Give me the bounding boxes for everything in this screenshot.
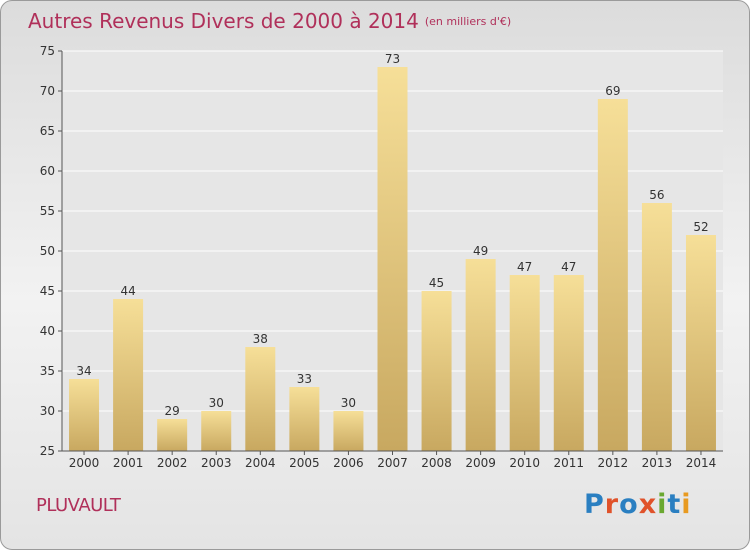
bar-2012 bbox=[597, 99, 628, 451]
x-tick-label: 2014 bbox=[686, 456, 717, 470]
chart-title: Autres Revenus Divers de 2000 à 2014 (en … bbox=[28, 9, 511, 33]
chart-subtitle: (en milliers d'€) bbox=[424, 15, 512, 28]
y-tick-label: 35 bbox=[40, 364, 55, 378]
y-tick-label: 75 bbox=[40, 44, 55, 58]
bar-2008 bbox=[421, 291, 452, 451]
bar-2006 bbox=[333, 411, 364, 451]
bar-2003 bbox=[201, 411, 232, 451]
chart-title-text: Autres Revenus Divers de 2000 à 2014 bbox=[28, 9, 419, 33]
bar-value-label: 73 bbox=[385, 52, 400, 66]
bar-value-label: 52 bbox=[693, 220, 708, 234]
x-tick-label: 2006 bbox=[333, 456, 364, 470]
labels: 25 30 35 40 45 50 55 60 65 70 75 34 2000 44 2001 29 2002… bbox=[40, 44, 717, 470]
bar-value-label: 29 bbox=[165, 404, 180, 418]
proxiti-logo: Proxiti bbox=[584, 489, 692, 520]
bar-value-label: 44 bbox=[120, 284, 135, 298]
y-tick-label: 60 bbox=[40, 164, 55, 178]
x-tick-label: 2010 bbox=[509, 456, 540, 470]
x-tick-label: 2011 bbox=[553, 456, 584, 470]
x-tick-label: 2007 bbox=[377, 456, 408, 470]
bar-2014 bbox=[685, 235, 716, 451]
y-tick-label: 45 bbox=[40, 284, 55, 298]
bar-2013 bbox=[641, 203, 672, 451]
bar-value-label: 30 bbox=[209, 396, 224, 410]
place-label: PLUVAULT bbox=[36, 495, 121, 516]
bar-2011 bbox=[553, 275, 584, 451]
x-tick-label: 2005 bbox=[289, 456, 320, 470]
x-tick-label: 2009 bbox=[465, 456, 496, 470]
bar-value-label: 49 bbox=[473, 244, 488, 258]
bar-value-label: 56 bbox=[649, 188, 664, 202]
x-tick-label: 2003 bbox=[201, 456, 232, 470]
bar-value-label: 47 bbox=[517, 260, 532, 274]
x-tick-label: 2004 bbox=[245, 456, 276, 470]
bar-2001 bbox=[113, 299, 144, 451]
y-tick-label: 55 bbox=[40, 204, 55, 218]
bar-value-label: 47 bbox=[561, 260, 576, 274]
bar-2002 bbox=[157, 419, 188, 451]
axes bbox=[58, 50, 723, 455]
bar-value-label: 45 bbox=[429, 276, 444, 290]
bars bbox=[69, 67, 716, 451]
bar-2005 bbox=[289, 387, 320, 451]
bar-2010 bbox=[509, 275, 540, 451]
x-tick-label: 2001 bbox=[113, 456, 144, 470]
bar-value-label: 38 bbox=[253, 332, 268, 346]
bar-value-label: 34 bbox=[76, 364, 91, 378]
bar-2000 bbox=[69, 379, 100, 451]
x-tick-label: 2013 bbox=[642, 456, 673, 470]
bar-value-label: 33 bbox=[297, 372, 312, 386]
bar-value-label: 30 bbox=[341, 396, 356, 410]
y-tick-label: 40 bbox=[40, 324, 55, 338]
bar-value-label: 69 bbox=[605, 84, 620, 98]
y-tick-label: 50 bbox=[40, 244, 55, 258]
y-tick-label: 25 bbox=[40, 444, 55, 458]
bar-2004 bbox=[245, 347, 276, 451]
x-tick-label: 2002 bbox=[157, 456, 188, 470]
bar-2009 bbox=[465, 259, 496, 451]
x-tick-label: 2008 bbox=[421, 456, 452, 470]
x-tick-label: 2000 bbox=[69, 456, 100, 470]
y-tick-label: 65 bbox=[40, 124, 55, 138]
y-tick-label: 30 bbox=[40, 404, 55, 418]
bar-2007 bbox=[377, 67, 408, 451]
y-tick-label: 70 bbox=[40, 84, 55, 98]
x-tick-label: 2012 bbox=[598, 456, 629, 470]
